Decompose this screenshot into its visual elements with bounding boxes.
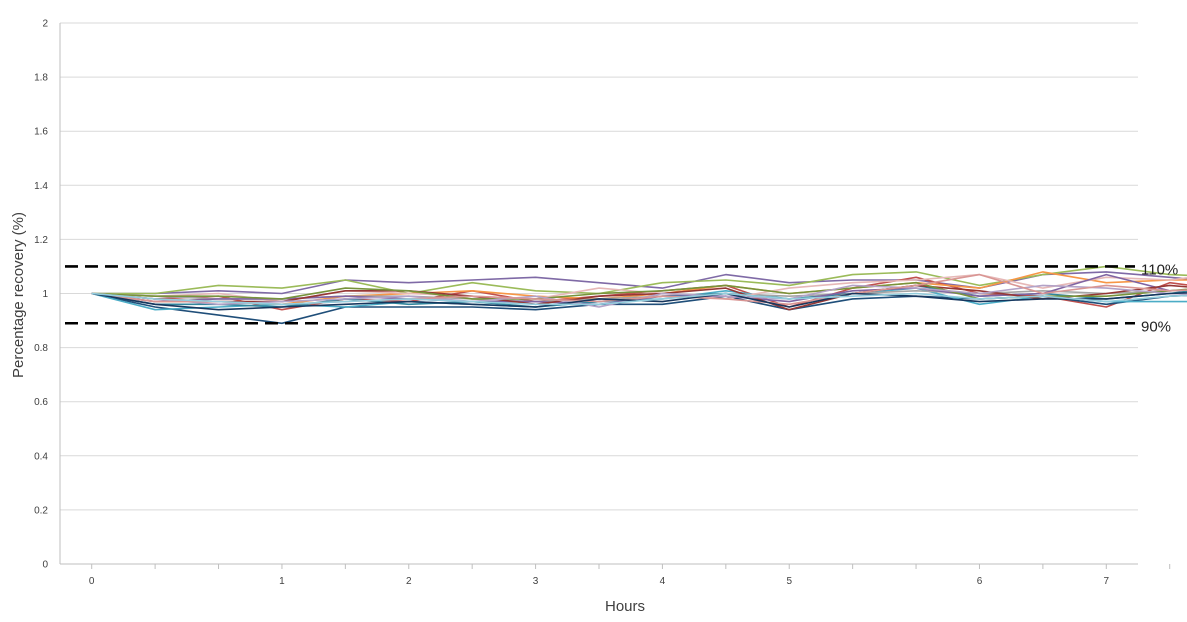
x-tick-label: 3 <box>533 576 539 587</box>
x-tick-label: 4 <box>660 576 666 587</box>
y-tick-label: 1.8 <box>34 73 48 84</box>
reference-label: 90% <box>1141 318 1171 335</box>
series-line-16 <box>91 292 1187 306</box>
y-tick-label: 2 <box>42 19 48 30</box>
x-tick-label: 1 <box>279 576 285 587</box>
y-tick-label: 0.2 <box>34 505 48 516</box>
x-axis-title: Hours <box>605 598 645 615</box>
y-tick-label: 1.2 <box>34 235 48 246</box>
series-line-15 <box>91 291 1187 311</box>
y-tick-label: 0 <box>42 560 48 571</box>
y-tick-label: 1.6 <box>34 127 48 138</box>
y-tick-label: 0.6 <box>34 397 48 408</box>
x-axis-ticks: 012345678 <box>89 564 1171 587</box>
x-tick-label: 5 <box>786 576 792 587</box>
x-tick-label: 7 <box>1104 576 1110 587</box>
y-tick-label: 0.8 <box>34 343 48 354</box>
series-line-13 <box>91 284 1187 308</box>
y-axis-ticks: 0 0.2 0.4 0.6 0.8 1 1.2 1.4 1.6 1.8 2 <box>34 19 48 571</box>
series-line-2 <box>91 265 1187 295</box>
y-tick-label: 1.4 <box>34 181 48 192</box>
reference-label: 110% <box>1141 261 1178 278</box>
y-axis-title: Percentage recovery (%) <box>10 212 27 378</box>
y-tick-label: 0.4 <box>34 451 48 462</box>
data-series <box>91 265 1187 325</box>
series-line-1 <box>91 271 1187 295</box>
reference-lines: 110% 90% <box>65 261 1178 335</box>
x-tick-label: 2 <box>406 576 412 587</box>
x-tick-label: 6 <box>977 576 983 587</box>
x-tick-label: 0 <box>89 576 95 587</box>
y-tick-label: 1 <box>42 289 48 300</box>
